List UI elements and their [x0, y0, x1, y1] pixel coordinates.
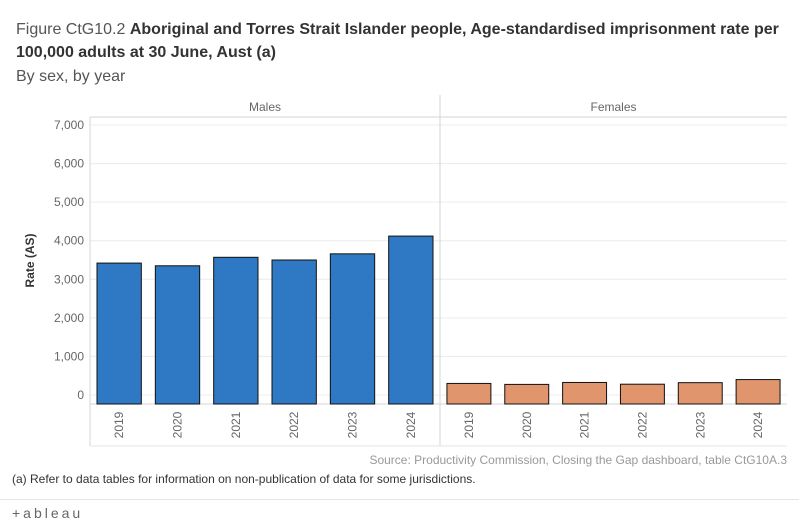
title-main-line2: 100,000 adults at 30 June, Aust (a)	[16, 44, 276, 61]
x-tick-label: 2022	[287, 411, 301, 438]
panel-header-males: Males	[249, 100, 281, 114]
x-tick-label: 2022	[635, 411, 649, 438]
bar-males-2024	[388, 235, 434, 405]
bar-females-2023	[677, 382, 723, 405]
y-tick-label: 2,000	[54, 311, 84, 325]
bar-females-2024	[735, 379, 781, 405]
x-tick-label: 2024	[404, 411, 418, 438]
footnote: (a) Refer to data tables for information…	[12, 472, 476, 486]
tableau-footer: +ableau	[0, 499, 799, 527]
x-tick-label: 2020	[171, 411, 185, 438]
source-note: Source: Productivity Commission, Closing…	[369, 453, 787, 467]
x-tick-label: 2021	[578, 411, 592, 438]
figure-number: Figure CtG10.2	[16, 21, 126, 38]
chart-title-block: Figure CtG10.2 Aboriginal and Torres Str…	[16, 18, 791, 88]
chart-title: Figure CtG10.2 Aboriginal and Torres Str…	[16, 18, 791, 41]
x-tick-label: 2020	[520, 411, 534, 438]
y-tick-label: 1,000	[54, 349, 84, 363]
y-tick-label: 5,000	[54, 195, 84, 209]
bar-males-2022	[271, 259, 317, 405]
y-tick-label: 3,000	[54, 272, 84, 286]
bar-females-2019	[446, 382, 492, 405]
y-tick-label: 4,000	[54, 234, 84, 248]
y-tick-label: 0	[77, 388, 84, 402]
bar-females-2022	[619, 383, 665, 405]
x-tick-label: 2023	[693, 411, 707, 438]
bar-males-2023	[329, 253, 376, 405]
bar-females-2021	[562, 381, 608, 405]
bar-males-2021	[213, 256, 259, 405]
x-tick-label: 2021	[229, 411, 243, 438]
x-tick-label: 2019	[462, 411, 476, 438]
title-main-line1: Aboriginal and Torres Strait Islander pe…	[129, 21, 779, 38]
x-tick-label: 2019	[112, 411, 126, 438]
bar-females-2020	[504, 383, 550, 405]
bar-males-2020	[154, 265, 201, 405]
bar-males-2019	[96, 262, 142, 405]
y-tick-label: 6,000	[54, 157, 84, 171]
y-axis-label: Rate (AS)	[23, 233, 37, 287]
y-tick-label: 7,000	[54, 118, 84, 132]
x-tick-label: 2024	[751, 411, 765, 438]
tableau-logo[interactable]: +ableau	[12, 505, 84, 521]
chart-subtitle: By sex, by year	[16, 68, 126, 85]
x-tick-label: 2023	[346, 411, 360, 438]
panel-header-females: Females	[590, 100, 636, 114]
